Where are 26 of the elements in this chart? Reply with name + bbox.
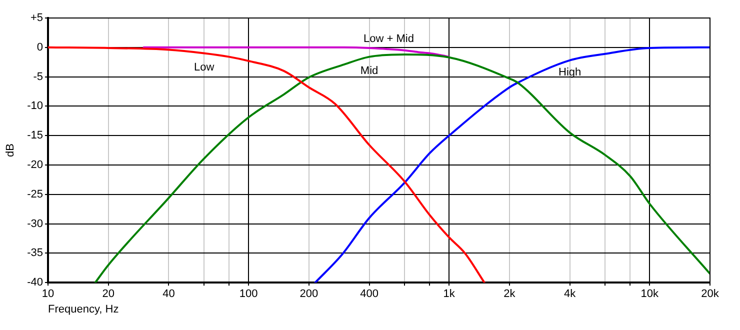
- x-tick-label: 10: [42, 288, 54, 300]
- y-tick-label: -30: [27, 218, 43, 230]
- y-tick-label: -5: [33, 70, 43, 83]
- x-tick-label: 10k: [640, 288, 659, 300]
- x-tick-label: 20: [102, 288, 114, 300]
- y-tick-label: -40: [27, 276, 43, 289]
- x-tick-label: 2k: [504, 288, 516, 300]
- y-tick-label: -10: [27, 100, 43, 112]
- y-tick-label: -35: [27, 247, 43, 260]
- y-tick-label: 0: [36, 41, 43, 54]
- y-tick-label: -25: [27, 188, 43, 200]
- y-axis-title: dB: [4, 144, 17, 158]
- series-label: Low + Mid: [363, 33, 414, 46]
- x-tick-label: 20k: [701, 288, 720, 300]
- x-tick-label: 1k: [443, 288, 456, 300]
- y-tick-label: +5: [30, 12, 43, 24]
- x-tick-label: 200: [300, 288, 318, 300]
- x-tick-label: 40: [162, 288, 175, 300]
- y-tick-label: -15: [27, 130, 43, 142]
- series-label: Mid: [360, 64, 378, 77]
- x-axis-title: Frequency, Hz: [48, 303, 119, 316]
- x-tick-label: 4k: [564, 288, 576, 300]
- x-tick-label: 400: [360, 288, 378, 300]
- y-tick-label: -20: [27, 159, 43, 172]
- series-label: Low: [194, 61, 214, 74]
- x-tick-label: 100: [239, 288, 258, 300]
